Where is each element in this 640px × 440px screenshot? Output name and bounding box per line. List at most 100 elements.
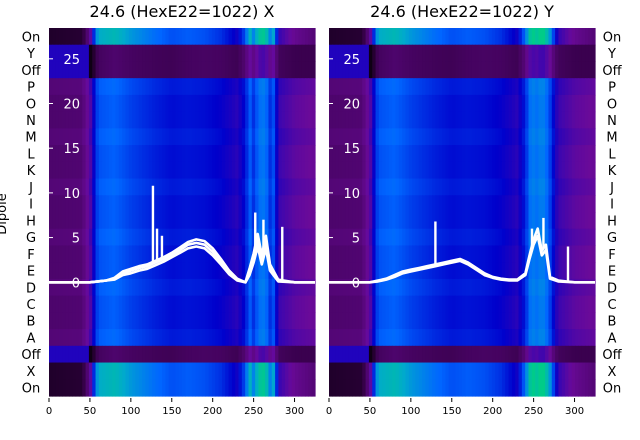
heatmap-cell	[58, 145, 63, 163]
heatmap-cell	[132, 345, 137, 364]
heatmap-cell	[448, 345, 453, 364]
heatmap-cell	[105, 61, 110, 79]
heatmap-cell	[288, 295, 293, 313]
heatmap-row	[49, 278, 316, 297]
heatmap-cell	[412, 278, 417, 297]
heatmap-cell	[518, 362, 523, 380]
heatmap-cell	[591, 228, 596, 247]
heatmap-cell	[422, 329, 427, 347]
heatmap-cell	[88, 178, 93, 196]
heatmap-cell	[418, 128, 423, 146]
heatmap-cell	[235, 278, 240, 297]
heatmap-cell	[525, 329, 530, 347]
heatmap-cell	[508, 245, 513, 263]
heatmap-cell	[162, 111, 166, 129]
heatmap-cell	[88, 329, 93, 347]
heatmap-cell	[211, 295, 216, 313]
heatmap-cell	[65, 295, 70, 313]
heatmap-cell	[265, 212, 270, 230]
heatmap-cell	[555, 195, 560, 213]
heatmap-cell	[491, 262, 496, 280]
heatmap-cell	[195, 245, 200, 263]
heatmap-cell	[268, 28, 273, 46]
heatmap-cell	[251, 44, 256, 63]
heatmap-cell	[581, 128, 586, 146]
heatmap-cell	[198, 145, 203, 163]
heatmap-cell	[268, 295, 273, 313]
heatmap-cell	[538, 379, 543, 397]
heatmap-cell	[551, 212, 556, 230]
heatmap-cell	[578, 295, 583, 313]
heatmap-cell	[445, 161, 450, 180]
heatmap-cell	[248, 345, 253, 364]
heatmap-cell	[508, 262, 513, 280]
heatmap-cell	[408, 245, 413, 263]
heatmap-cell	[352, 145, 357, 163]
heatmap-cell	[329, 178, 333, 196]
heatmap-cell	[102, 195, 107, 213]
heatmap-cell	[505, 262, 510, 280]
heatmap-cell	[335, 145, 340, 163]
heatmap-cell	[188, 44, 193, 63]
heatmap-cell	[501, 379, 506, 397]
heatmap-cell	[465, 195, 470, 213]
heatmap-cell	[355, 44, 360, 63]
heatmap-cell	[432, 161, 436, 180]
heatmap-cell	[511, 111, 516, 129]
heatmap-cell	[238, 44, 243, 63]
heatmap-cell	[358, 61, 363, 79]
heatmap-cell	[558, 245, 563, 263]
heatmap-cell	[382, 228, 387, 247]
heatmap-cell	[528, 161, 533, 180]
heatmap-cell	[142, 128, 147, 146]
heatmap-cell	[422, 94, 427, 113]
heatmap-cell	[298, 78, 303, 96]
heatmap-cell	[329, 345, 333, 364]
heatmap-cell	[305, 295, 309, 313]
heatmap-row	[329, 262, 596, 280]
heatmap-cell	[255, 262, 260, 280]
heatmap-cell	[288, 345, 293, 364]
heatmap-cell	[285, 28, 289, 46]
heatmap-cell	[231, 61, 236, 79]
heatmap-cell	[75, 312, 80, 330]
heatmap-cell	[188, 61, 193, 79]
heatmap-cell	[55, 362, 60, 380]
heatmap-cell	[515, 312, 520, 330]
heatmap-cell	[208, 228, 213, 247]
heatmap-cell	[225, 94, 230, 113]
heatmap-cell	[435, 362, 440, 380]
heatmap-cell	[198, 345, 203, 364]
heatmap-cell	[348, 195, 353, 213]
heatmap-cell	[82, 245, 87, 263]
heatmap-cell	[218, 262, 223, 280]
overlay-line	[329, 234, 595, 284]
heatmap-cell	[538, 28, 543, 46]
heatmap-cell	[58, 111, 63, 129]
row-label: A	[27, 331, 36, 346]
heatmap-cell	[235, 111, 240, 129]
heatmap-cell	[49, 111, 53, 129]
heatmap-cell	[278, 111, 283, 129]
heatmap-cell	[85, 295, 90, 313]
heatmap-cell	[288, 379, 293, 397]
heatmap-cell	[198, 128, 203, 146]
heatmap-cell	[261, 61, 266, 79]
heatmap-cell	[468, 212, 473, 230]
heatmap-cell	[591, 111, 596, 129]
heatmap-cell	[382, 44, 387, 63]
heatmap-cell	[428, 245, 433, 263]
heatmap-cell	[558, 28, 563, 46]
heatmap-cell	[85, 61, 90, 79]
heatmap-cell	[511, 145, 516, 163]
heatmap-cell	[412, 245, 417, 263]
heatmap-cell	[162, 161, 166, 180]
heatmap-cell	[428, 161, 433, 180]
heatmap-cell	[565, 228, 569, 247]
heatmap-cell	[478, 161, 483, 180]
heatmap-cell	[475, 128, 480, 146]
heatmap-cell	[548, 345, 553, 364]
heatmap-cell	[405, 61, 410, 79]
heatmap-cell	[191, 145, 196, 163]
heatmap-cell	[368, 145, 373, 163]
